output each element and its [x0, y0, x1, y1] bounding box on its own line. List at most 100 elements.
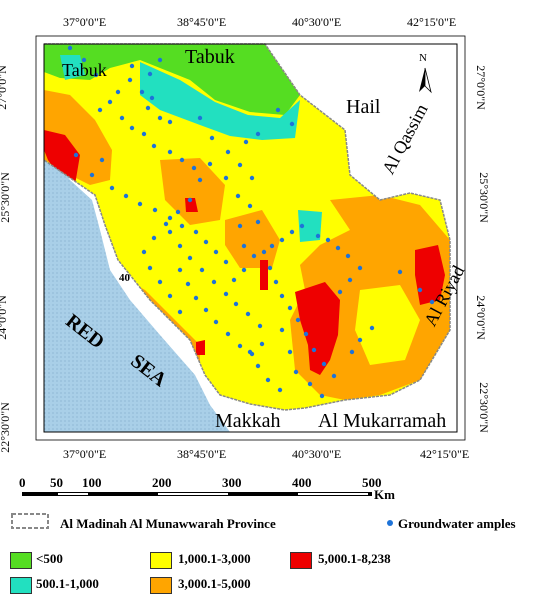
- sample-point: [167, 293, 173, 299]
- legend-label-lt500: <500: [36, 551, 63, 566]
- sample-point: [345, 253, 351, 259]
- coordinate-ruler: [35, 35, 466, 441]
- sample-point: [237, 223, 243, 229]
- sample-point: [255, 219, 261, 225]
- sample-point: [151, 235, 157, 241]
- sample-point: [255, 363, 261, 369]
- sample-point: [93, 72, 99, 78]
- map-frame: [43, 43, 458, 433]
- coord-right-3: 24°0'0"N: [473, 295, 488, 340]
- label-al-mukarramah: Al Mukarramah: [318, 410, 447, 432]
- sample-point: [107, 99, 113, 105]
- red-sea-area: [44, 145, 230, 432]
- sample-point: [349, 349, 355, 355]
- sample-point: [187, 197, 193, 203]
- province-legend-symbol: [11, 513, 49, 529]
- sample-point: [157, 279, 163, 285]
- sample-point: [119, 115, 125, 121]
- coord-left-2: 25°30'0"N: [0, 172, 12, 223]
- sample-point: [235, 193, 241, 199]
- sample-point: [357, 265, 363, 271]
- scale-tick-400: 400: [292, 475, 312, 490]
- sample-point: [193, 229, 199, 235]
- sample-point: [261, 249, 267, 255]
- sample-point: [73, 152, 79, 158]
- sample-point: [191, 165, 197, 171]
- legend-label-1000-3000: 1,000.1-3,000: [178, 551, 251, 566]
- sample-point: [293, 369, 299, 375]
- sample-point: [141, 131, 147, 137]
- sample-point: [265, 377, 271, 383]
- sample-point: [97, 107, 103, 113]
- sample-point: [193, 295, 199, 301]
- scale-unit: Km: [374, 487, 395, 502]
- sample-point: [335, 245, 341, 251]
- sample-point: [145, 105, 151, 111]
- groundwater-sample-points: [67, 45, 435, 399]
- sample-point: [177, 309, 183, 315]
- sample-point: [241, 243, 247, 249]
- zone-red-centre-strip: [260, 260, 268, 290]
- label-40: 40: [119, 272, 130, 284]
- sample-point: [99, 157, 105, 163]
- sample-point: [247, 349, 253, 355]
- sample-point: [243, 139, 249, 145]
- sample-point: [279, 327, 285, 333]
- sample-point: [237, 162, 243, 168]
- sample-point: [177, 267, 183, 273]
- sample-point: [213, 319, 219, 325]
- sample-point: [231, 277, 237, 283]
- legend-province: Al Madinah Al Munawwarah Province: [60, 516, 276, 531]
- sample-point: [295, 317, 301, 323]
- sample-point: [199, 267, 205, 273]
- sample-point: [151, 143, 157, 149]
- zone-cyan-west: [60, 55, 85, 80]
- coord-left-1: 27°0'0"N: [0, 65, 9, 110]
- sample-point: [89, 172, 95, 178]
- coord-top-4: 42°15'0"E: [407, 15, 457, 29]
- sample-point: [233, 301, 239, 307]
- sample-point: [321, 361, 327, 367]
- sample-point: [163, 221, 169, 227]
- legend-label-500-1000: 500.1-1,000: [36, 576, 99, 591]
- legend-swatch-1000-3000: [150, 552, 172, 569]
- sample-point: [225, 331, 231, 337]
- sample-point: [273, 279, 279, 285]
- sample-point: [417, 287, 423, 293]
- sample-point: [197, 115, 203, 121]
- sample-point: [187, 255, 193, 261]
- zone-cyan-middle: [298, 210, 322, 242]
- legend-swatch-lt500: [10, 552, 32, 569]
- coord-right-2: 25°30'0"N: [476, 172, 491, 223]
- sample-point: [123, 193, 129, 199]
- sample-point: [267, 265, 273, 271]
- zone-red-northwest: [44, 130, 80, 185]
- sample-point: [311, 347, 317, 353]
- province-boundary: [43, 43, 451, 411]
- sample-point: [139, 89, 145, 95]
- scale-bar: [22, 492, 372, 496]
- zone-yellow-east-inner: [355, 285, 420, 365]
- sample-point: [319, 393, 325, 399]
- sample-point: [213, 249, 219, 255]
- sample-point: [275, 107, 281, 113]
- scale-tick-50: 50: [50, 475, 63, 490]
- sample-point: [255, 131, 261, 137]
- sample-point: [179, 157, 185, 163]
- sample-point: [251, 253, 257, 259]
- sample-point: [67, 45, 73, 51]
- legend-swatch-3000-5000: [150, 577, 172, 594]
- sample-point: [241, 267, 247, 273]
- sample-point: [141, 249, 147, 255]
- coord-left-4: 22°30'0"N: [0, 402, 12, 453]
- label-tabuk-region: Tabuk: [185, 46, 235, 68]
- coord-bottom-1: 37°0'0"E: [63, 447, 107, 461]
- sample-point: [337, 289, 343, 295]
- sample-point: [331, 373, 337, 379]
- scale-tick-100: 100: [82, 475, 102, 490]
- label-hail: Hail: [346, 96, 381, 118]
- sample-point: [177, 243, 183, 249]
- sample-point: [289, 121, 295, 127]
- sample-point: [157, 57, 163, 63]
